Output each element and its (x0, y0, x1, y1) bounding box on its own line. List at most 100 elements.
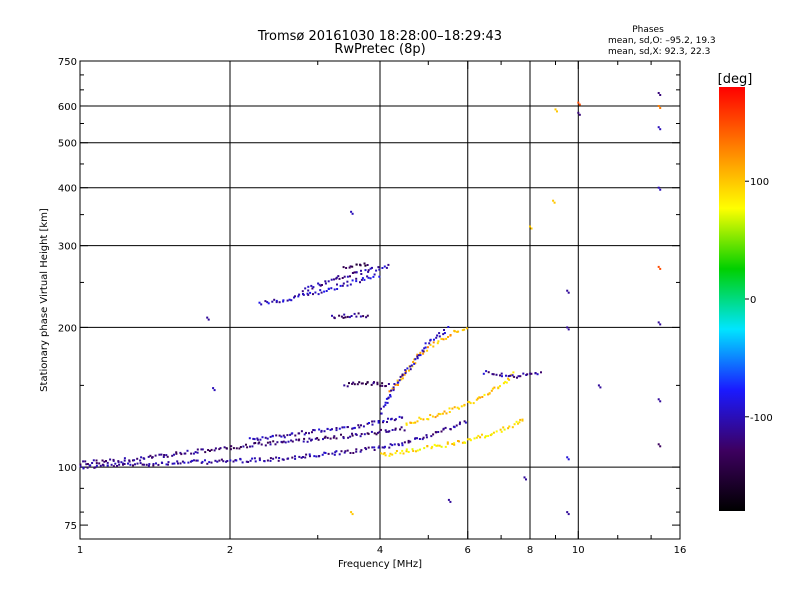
data-point (657, 265, 660, 268)
data-point (373, 420, 376, 423)
data-point (110, 463, 113, 466)
data-point (385, 430, 388, 433)
data-point (275, 456, 278, 459)
data-point (440, 430, 443, 433)
data-point (266, 459, 269, 462)
scatter-points (79, 92, 662, 516)
data-point (355, 450, 358, 453)
data-point (405, 448, 408, 451)
data-point (431, 445, 434, 448)
data-point (252, 437, 255, 440)
data-point (106, 464, 109, 467)
data-point (258, 457, 261, 460)
data-point (267, 302, 270, 305)
data-point (91, 462, 94, 464)
data-point (382, 405, 385, 408)
data-point (283, 436, 286, 439)
data-point (232, 460, 235, 463)
data-point (229, 448, 232, 451)
data-point (320, 429, 323, 432)
x-tick-label: 8 (527, 545, 533, 556)
data-point (453, 443, 456, 446)
data-point (384, 445, 386, 448)
data-point (456, 406, 459, 409)
colorbar-tick-label: 0 (750, 295, 756, 306)
data-point (332, 436, 335, 439)
data-point (432, 433, 435, 436)
data-point (269, 457, 272, 460)
data-point (349, 452, 352, 454)
data-point (370, 430, 373, 433)
data-point (260, 443, 263, 446)
data-point (352, 427, 355, 430)
data-point (355, 433, 358, 436)
data-point (235, 459, 238, 462)
data-point (518, 421, 521, 424)
data-point (567, 291, 570, 294)
data-point (348, 266, 351, 269)
data-point (377, 421, 380, 424)
data-point (301, 290, 304, 293)
data-point (391, 453, 394, 456)
data-point (155, 462, 157, 465)
data-point (430, 435, 433, 438)
data-point (286, 434, 289, 437)
data-point (136, 462, 139, 465)
data-point (394, 427, 397, 430)
data-point (492, 373, 495, 376)
data-point (284, 441, 287, 444)
data-point (359, 435, 362, 438)
data-point (213, 389, 216, 392)
data-point (327, 280, 330, 283)
data-point (426, 418, 429, 420)
data-point (162, 456, 165, 458)
data-point (403, 441, 406, 444)
data-point (160, 461, 163, 464)
data-point (419, 448, 421, 451)
data-point (241, 461, 244, 464)
data-point (171, 454, 174, 457)
data-point (398, 415, 401, 418)
data-point (132, 464, 134, 467)
data-point (384, 454, 387, 457)
data-point (316, 437, 319, 440)
data-point (499, 385, 501, 388)
data-point (416, 437, 418, 440)
data-point (307, 285, 310, 288)
data-point (389, 452, 392, 455)
data-point (133, 459, 136, 462)
data-point (425, 434, 428, 437)
data-point (430, 447, 433, 450)
data-point (167, 461, 170, 464)
y-axis-label: Stationary phase Virtual Height [km] (39, 208, 50, 392)
data-point (416, 420, 419, 423)
data-point (351, 513, 354, 516)
data-point (85, 463, 88, 466)
x-tick-label: 6 (465, 545, 471, 556)
data-point (469, 402, 472, 405)
data-point (510, 373, 513, 376)
data-point (388, 446, 391, 449)
data-point (362, 425, 365, 428)
data-point (371, 420, 374, 423)
data-point (213, 449, 216, 452)
y-tick-label: 600 (58, 102, 77, 113)
data-point (440, 338, 443, 340)
data-point (504, 380, 507, 383)
data-point (449, 500, 452, 503)
data-point (165, 463, 168, 466)
data-point (190, 452, 193, 455)
data-point (475, 398, 478, 401)
data-point (92, 459, 95, 462)
x-tick-label: 1 (77, 545, 83, 556)
data-point (294, 295, 296, 298)
data-point (372, 275, 375, 278)
data-point (659, 94, 662, 96)
data-point (359, 450, 362, 453)
data-point (425, 436, 428, 439)
data-point (578, 103, 581, 106)
data-point (286, 299, 289, 302)
data-point (116, 465, 118, 467)
data-point (509, 374, 512, 377)
data-point (371, 266, 373, 269)
